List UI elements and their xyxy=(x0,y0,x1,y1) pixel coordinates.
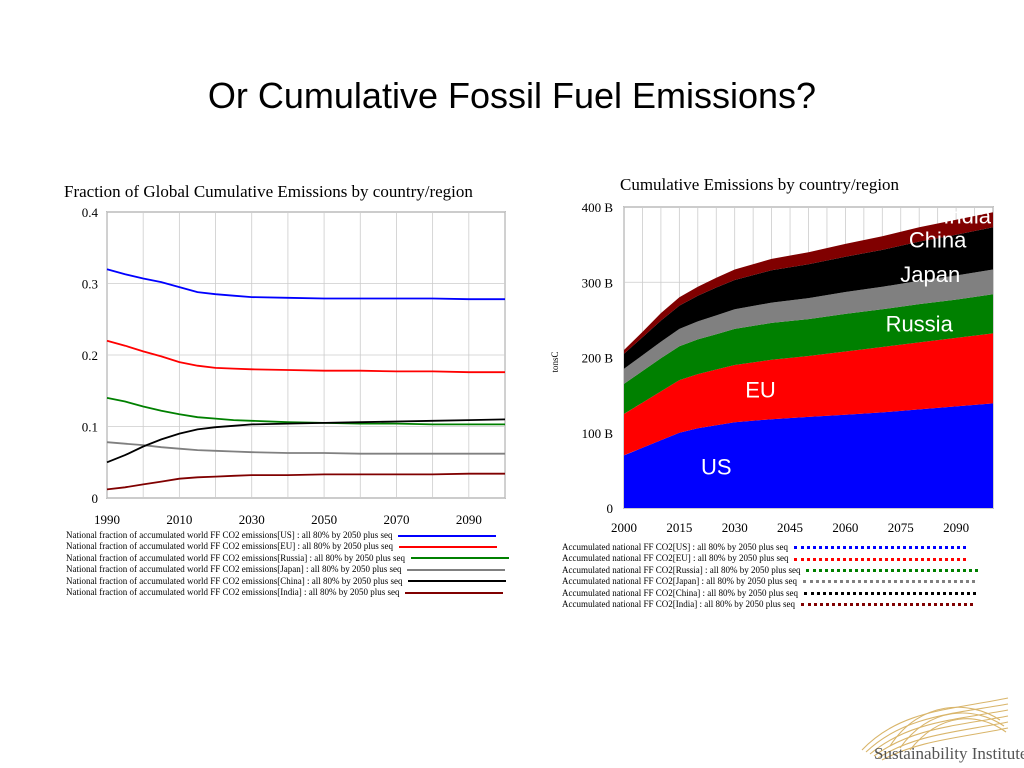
right-chart-legend: Accumulated national FF CO2[US] : all 80… xyxy=(562,542,979,610)
series-line-3 xyxy=(106,441,505,455)
legend-swatch xyxy=(803,591,976,595)
x-tick-label: 2010 xyxy=(166,512,192,527)
legend-entry: National fraction of accumulated world F… xyxy=(66,564,509,575)
region-label-us: US xyxy=(701,455,732,480)
x-tick-label: 2030 xyxy=(722,520,748,535)
legend-label: Accumulated national FF CO2[Russia] : al… xyxy=(562,564,801,575)
region-label-russia: Russia xyxy=(886,311,954,336)
legend-swatch xyxy=(405,591,504,594)
legend-entry: National fraction of accumulated world F… xyxy=(66,587,509,598)
x-tick-label: 2060 xyxy=(832,520,858,535)
legend-swatch xyxy=(806,568,979,572)
x-tick-label: 2090 xyxy=(943,520,969,535)
x-tick-label: 2050 xyxy=(311,512,337,527)
region-label-china: China xyxy=(909,227,967,252)
left-chart-legend: National fraction of accumulated world F… xyxy=(66,530,509,598)
legend-label: Accumulated national FF CO2[China] : all… xyxy=(562,587,798,598)
area-japan xyxy=(624,269,993,384)
right-chart-title: Cumulative Emissions by country/region xyxy=(620,175,900,194)
series-line-2 xyxy=(106,397,505,426)
legend-label: National fraction of accumulated world F… xyxy=(66,586,400,597)
x-tick-label: 1990 xyxy=(94,512,120,527)
legend-label: National fraction of accumulated world F… xyxy=(66,564,402,575)
legend-swatch xyxy=(410,557,509,560)
legend-entry: Accumulated national FF CO2[India] : all… xyxy=(562,599,978,610)
x-tick-label: 2090 xyxy=(456,512,482,527)
legend-swatch xyxy=(398,546,497,549)
legend-label: National fraction of accumulated world F… xyxy=(66,552,405,563)
legend-label: Accumulated national FF CO2[US] : all 80… xyxy=(562,542,788,552)
y-axis-label: tonsC xyxy=(550,351,560,372)
legend-entry: Accumulated national FF CO2[EU] : all 80… xyxy=(562,553,978,564)
x-tick-label: 2075 xyxy=(888,520,914,535)
legend-swatch xyxy=(398,534,497,537)
x-tick-label: 2030 xyxy=(239,512,265,527)
region-label-india: India xyxy=(943,203,991,228)
legend-label: National fraction of accumulated world F… xyxy=(66,575,403,586)
y-tick-label: 0.3 xyxy=(82,277,98,292)
y-tick-label: 0.1 xyxy=(82,420,98,435)
legend-label: Accumulated national FF CO2[India] : all… xyxy=(562,598,795,609)
y-tick-label: 100 B xyxy=(582,426,614,441)
legend-swatch xyxy=(793,546,966,550)
y-tick-label: 200 B xyxy=(582,351,614,366)
slide-title: Or Cumulative Fossil Fuel Emissions? xyxy=(207,75,817,116)
legend-swatch xyxy=(408,580,507,583)
legend-entry: Accumulated national FF CO2[US] : all 80… xyxy=(562,542,978,553)
legend-swatch xyxy=(794,557,967,561)
y-tick-label: 0.4 xyxy=(82,205,99,220)
series-line-0 xyxy=(106,268,505,301)
area-india xyxy=(624,212,993,354)
series-line-5 xyxy=(106,472,505,491)
y-tick-label: 300 B xyxy=(582,275,614,290)
sustainability-institute-logo-icon xyxy=(861,697,1009,761)
legend-entry: National fraction of accumulated world F… xyxy=(66,541,509,552)
y-tick-label: 0 xyxy=(92,491,99,506)
x-tick-label: 2000 xyxy=(611,520,637,535)
legend-entry: Accumulated national FF CO2[Russia] : al… xyxy=(562,564,979,576)
legend-label: National fraction of accumulated world F… xyxy=(66,541,393,552)
legend-entry: Accumulated national FF CO2[China] : all… xyxy=(562,588,978,599)
region-label-eu: EU xyxy=(745,377,776,402)
legend-label: Accumulated national FF CO2[Japan] : all… xyxy=(562,576,797,587)
legend-swatch xyxy=(800,603,973,607)
area-us xyxy=(624,403,993,508)
series-line-4 xyxy=(106,418,506,464)
legend-swatch xyxy=(802,580,975,584)
y-tick-label: 0 xyxy=(607,501,614,516)
series-line-1 xyxy=(106,339,505,374)
legend-entry: National fraction of accumulated world F… xyxy=(66,530,509,541)
region-label-japan: Japan xyxy=(900,262,960,287)
x-tick-label: 2070 xyxy=(383,512,409,527)
left-chart-title: Fraction of Global Cumulative Emissions … xyxy=(64,182,473,201)
logo-text: Sustainability Institute xyxy=(874,744,1024,763)
legend-entry: National fraction of accumulated world F… xyxy=(66,576,509,587)
legend-entry: National fraction of accumulated world F… xyxy=(66,553,509,564)
area-russia xyxy=(624,294,993,414)
x-tick-label: 2015 xyxy=(666,520,692,535)
area-eu xyxy=(624,333,993,456)
y-tick-label: 400 B xyxy=(582,200,614,215)
x-tick-label: 2045 xyxy=(777,520,803,535)
legend-label: Accumulated national FF CO2[EU] : all 80… xyxy=(562,553,789,564)
area-china xyxy=(624,227,993,369)
y-tick-label: 0.2 xyxy=(82,348,98,363)
legend-swatch xyxy=(407,568,506,571)
legend-entry: Accumulated national FF CO2[Japan] : all… xyxy=(562,576,978,587)
legend-label: National fraction of accumulated world F… xyxy=(66,530,393,540)
